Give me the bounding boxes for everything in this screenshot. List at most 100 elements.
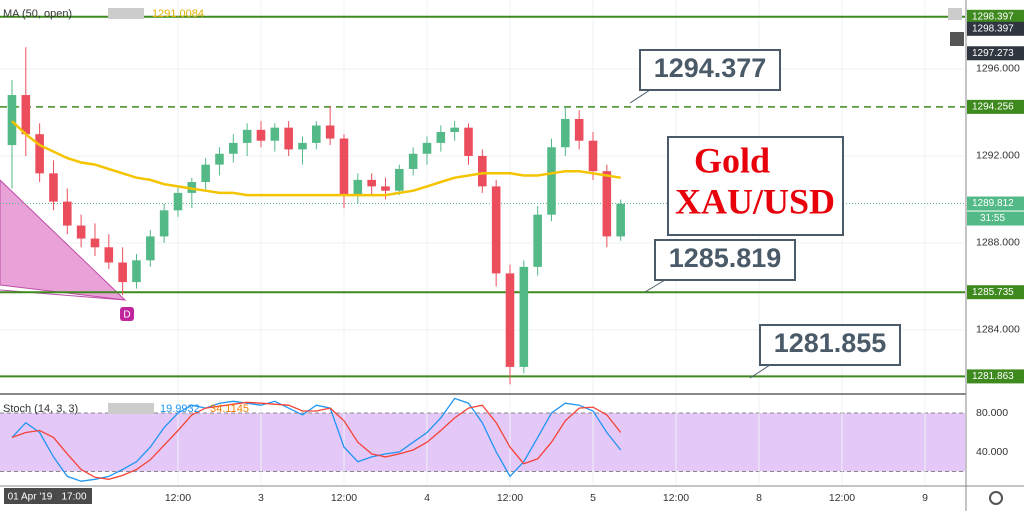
candle-body xyxy=(436,132,446,143)
pane-icon[interactable] xyxy=(948,8,962,20)
time-box xyxy=(56,488,92,504)
callout-label: 1285.819 xyxy=(669,243,782,273)
candle-body xyxy=(616,203,625,237)
candle-body xyxy=(104,247,114,263)
date-label: 01 Apr '19 xyxy=(8,492,53,503)
candle-body xyxy=(270,127,280,141)
candle-body xyxy=(256,129,266,141)
y-tick-label: 1296.000 xyxy=(976,63,1020,75)
ma-legend: MA (50, open) xyxy=(3,8,72,20)
price-tag-label: 1298.397 xyxy=(972,23,1014,34)
x-tick-label: 12:00 xyxy=(331,492,357,504)
price-tag-label: 1298.397 xyxy=(972,11,1014,22)
candle-body xyxy=(7,95,17,146)
price-tag-label: 1285.735 xyxy=(972,287,1014,298)
candle-body xyxy=(284,127,293,150)
stoch-band xyxy=(0,412,965,472)
title: Gold xyxy=(694,140,770,180)
callout: 1294.377 xyxy=(629,49,781,104)
candle-body xyxy=(229,142,238,154)
pattern-marker xyxy=(120,307,134,321)
candle-body xyxy=(533,214,542,267)
price-tag xyxy=(967,369,1024,384)
candle-body xyxy=(298,142,307,150)
candle-body xyxy=(35,134,44,174)
settings-button[interactable] xyxy=(989,491,1003,505)
stoch-k-line xyxy=(11,397,622,482)
plot-area xyxy=(0,15,965,482)
candle-body xyxy=(353,179,363,196)
candle-body xyxy=(505,273,515,367)
candle-body xyxy=(574,118,584,141)
price-tag-label: 1297.273 xyxy=(972,48,1014,59)
y-tick-label: 40.000 xyxy=(976,446,1008,458)
candle-body xyxy=(146,236,155,261)
candle-body xyxy=(242,129,252,143)
candle-body xyxy=(422,142,432,154)
time-label: 17:00 xyxy=(61,492,86,503)
x-tick-label: 9 xyxy=(922,492,928,504)
stoch-d-value: 34.1145 xyxy=(210,403,249,415)
candle-body xyxy=(215,153,224,165)
price-tag xyxy=(967,99,1024,114)
candle-body xyxy=(491,186,501,274)
y-tick-label: 1284.000 xyxy=(976,324,1020,336)
x-tick-label: 8 xyxy=(756,492,762,504)
candle-body xyxy=(173,192,183,211)
candle-body xyxy=(395,168,404,191)
x-tick-label: 12:00 xyxy=(497,492,523,504)
candle-body xyxy=(367,179,376,187)
candle-body xyxy=(339,138,349,196)
price-tag xyxy=(967,196,1024,211)
countdown: 31:55 xyxy=(980,213,1005,224)
callout: 1285.819 xyxy=(644,239,796,293)
callout-box xyxy=(759,324,901,366)
price-tag-label: 1294.256 xyxy=(972,102,1014,113)
candle-body xyxy=(132,260,141,283)
candle-body xyxy=(312,125,321,143)
price-tag xyxy=(967,285,1024,300)
date-box xyxy=(4,488,56,504)
price-tag xyxy=(967,46,1024,61)
candle-body xyxy=(76,225,86,239)
callout-pointer xyxy=(629,89,651,104)
stoch-k-value: 19.9932 xyxy=(160,403,200,415)
subtitle: XAU/USD xyxy=(675,181,835,221)
candle-body xyxy=(118,262,127,283)
candle-body xyxy=(519,266,529,367)
y-tick-label: 80.000 xyxy=(976,407,1008,419)
y-tick-label: 1292.000 xyxy=(976,150,1020,162)
price-tag-label: 1281.863 xyxy=(972,371,1014,382)
title-box xyxy=(667,136,844,236)
candle-body xyxy=(588,140,598,172)
ma-legend-value: 1291.0084 xyxy=(152,8,204,20)
callout-pointer xyxy=(749,364,771,379)
candle-body xyxy=(49,173,58,202)
candle-body xyxy=(464,127,473,156)
candle-body xyxy=(602,171,612,237)
callout-box xyxy=(639,49,781,91)
candle-body xyxy=(201,164,210,183)
candle-body xyxy=(408,153,418,169)
callout-label: 1294.377 xyxy=(654,53,767,83)
callout-pointer xyxy=(644,279,666,293)
candle-body xyxy=(561,118,570,148)
stoch-d-line xyxy=(11,401,622,480)
pattern-label: D xyxy=(123,310,130,321)
callout-label: 1281.855 xyxy=(774,328,887,358)
candle-body xyxy=(159,210,169,237)
x-tick-label: 12:00 xyxy=(165,492,191,504)
candle-body xyxy=(90,238,100,248)
legend-icons xyxy=(108,403,154,414)
candle-body xyxy=(381,186,390,191)
crosshair-button[interactable] xyxy=(950,32,964,46)
moving-average xyxy=(11,120,621,197)
candle-body xyxy=(21,95,31,135)
candle-body xyxy=(325,125,335,139)
x-tick-label: 3 xyxy=(258,492,264,504)
x-tick-label: 12:00 xyxy=(663,492,689,504)
callout-box xyxy=(654,239,796,281)
countdown-tag xyxy=(967,211,1024,226)
candle-body xyxy=(450,127,459,133)
